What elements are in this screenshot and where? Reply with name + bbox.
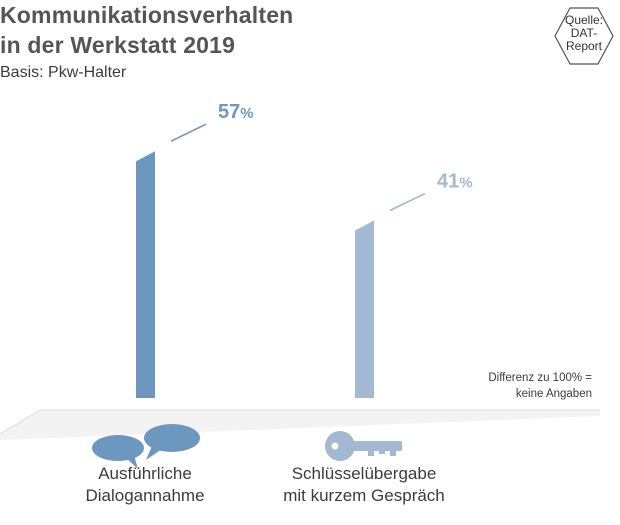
- category-label-2: Schlüsselübergabe mit kurzem Gespräch: [244, 463, 484, 507]
- data-label-1: 57%: [218, 101, 254, 123]
- category-label-2-line-1: Schlüsselübergabe: [291, 464, 437, 483]
- footnote-line-1: Differenz zu 100% =: [488, 372, 592, 384]
- bar-1: [136, 151, 155, 398]
- speech-bubbles-icon: [92, 424, 200, 469]
- chart-title-line-1: Kommunikationsverhalten: [0, 2, 294, 28]
- footnote-line-2: keine Angaben: [515, 388, 592, 400]
- chart-title: Kommunikationsverhalten in der Werkstatt…: [0, 0, 293, 60]
- footnote: Differenz zu 100% = keine Angaben: [488, 370, 592, 402]
- chart-title-line-2: in der Werkstatt 2019: [0, 32, 236, 58]
- chart-subtitle: Basis: Pkw-Halter: [0, 64, 127, 81]
- category-label-2-line-2: mit kurzem Gespräch: [283, 486, 445, 505]
- category-label-1-line-2: Dialogannahme: [85, 486, 205, 505]
- source-badge-line-2: DAT-: [570, 26, 598, 40]
- baseline-floor: [0, 410, 600, 440]
- data-label-leader-2: [389, 192, 426, 212]
- category-label-1-line-1: Ausführliche: [98, 464, 192, 483]
- data-label-2: 41%: [437, 170, 473, 192]
- source-badge-hexagon: [554, 7, 614, 65]
- baseline-edge: [0, 409, 41, 435]
- category-label-1: Ausführliche Dialogannahme: [25, 463, 265, 507]
- source-badge-line-3: Report: [565, 39, 603, 53]
- data-label-leader-1: [170, 123, 207, 142]
- key-icon: [325, 431, 402, 461]
- source-badge-line-1: Quelle:: [564, 13, 604, 27]
- source-badge: Quelle: DAT- Report: [553, 14, 615, 53]
- bar-2: [355, 220, 374, 398]
